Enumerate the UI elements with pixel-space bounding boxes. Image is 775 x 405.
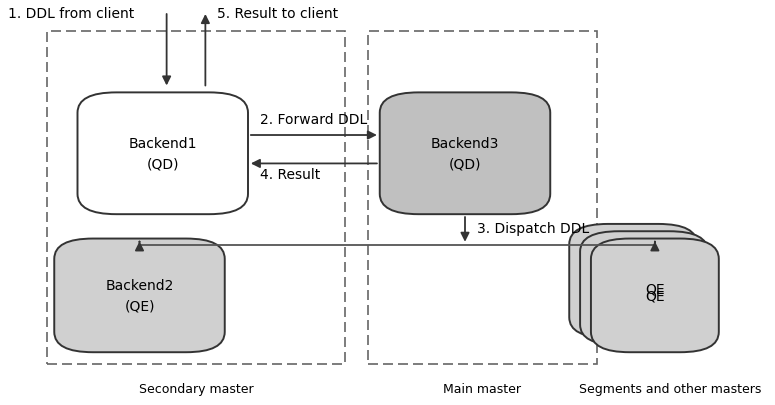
- FancyBboxPatch shape: [591, 239, 719, 352]
- Text: 3. Dispatch DDL: 3. Dispatch DDL: [477, 222, 589, 236]
- FancyBboxPatch shape: [54, 239, 225, 352]
- Text: Backend2
(QE): Backend2 (QE): [105, 278, 174, 313]
- Text: 5. Result to client: 5. Result to client: [217, 7, 338, 21]
- Text: Backend3
(QD): Backend3 (QD): [431, 136, 499, 171]
- Text: 4. Result: 4. Result: [260, 167, 320, 181]
- Text: Main master: Main master: [443, 382, 521, 395]
- Text: Secondary master: Secondary master: [139, 382, 253, 395]
- FancyBboxPatch shape: [380, 93, 550, 215]
- Text: 2. Forward DDL: 2. Forward DDL: [260, 113, 367, 126]
- FancyBboxPatch shape: [580, 232, 708, 345]
- FancyBboxPatch shape: [78, 93, 248, 215]
- Text: QE: QE: [645, 281, 665, 295]
- Text: QE: QE: [645, 289, 665, 303]
- Text: Segments and other masters: Segments and other masters: [579, 382, 762, 395]
- FancyBboxPatch shape: [569, 224, 698, 338]
- Text: Backend1
(QD): Backend1 (QD): [129, 136, 197, 171]
- Text: 1. DDL from client: 1. DDL from client: [8, 7, 134, 21]
